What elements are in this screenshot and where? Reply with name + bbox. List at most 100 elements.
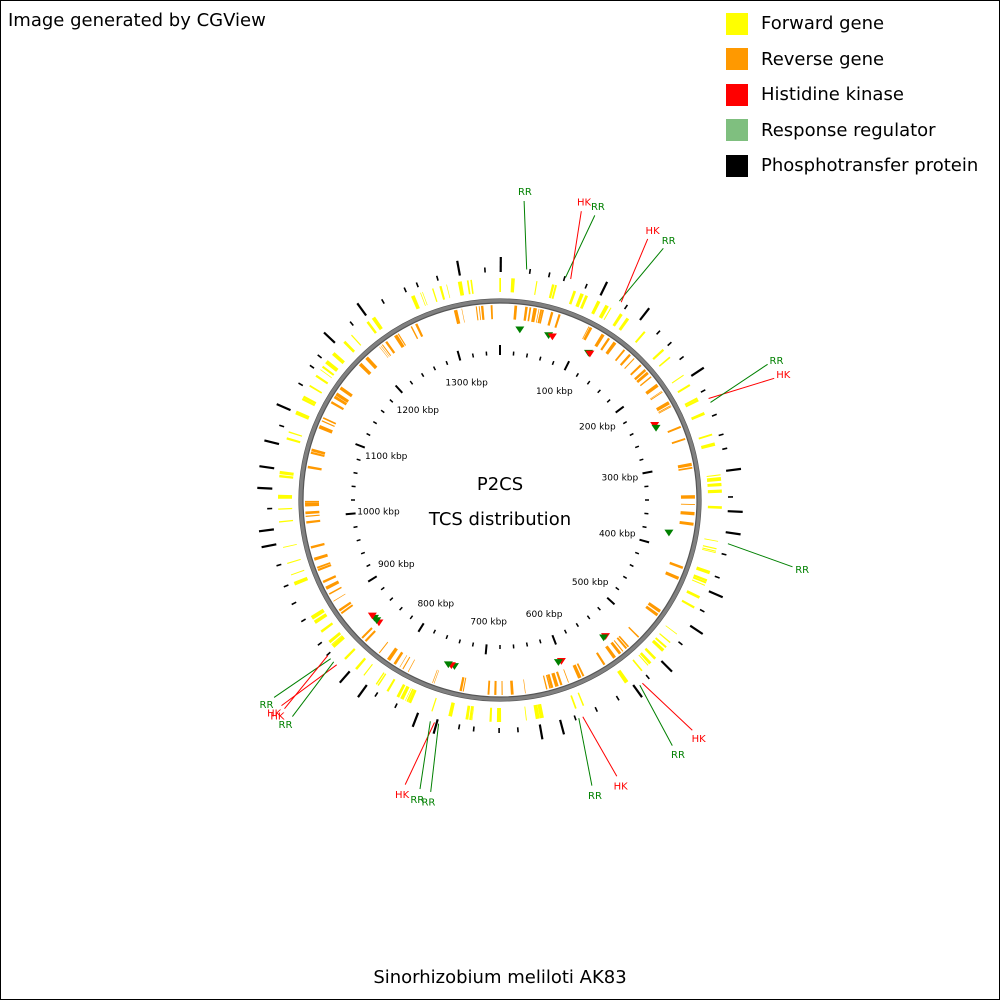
forward-gene [570, 695, 577, 709]
outer-tick [660, 660, 673, 673]
outer-tick [283, 584, 289, 588]
forward-gene [313, 613, 328, 624]
ruler-tick [622, 420, 628, 425]
outer-tick [415, 282, 419, 288]
outer-tick [725, 531, 741, 536]
reverse-gene [630, 364, 642, 376]
ruler-label: 200 kbp [579, 423, 616, 433]
outer-tick [699, 608, 705, 613]
forward-gene [691, 579, 706, 586]
outer-tick [722, 447, 728, 451]
forward-gene [537, 703, 544, 719]
reverse-gene [316, 562, 331, 569]
outer-tick [538, 724, 544, 740]
hk-callout-line [284, 655, 329, 710]
ruler-tick [356, 458, 361, 462]
rr-callout-label: RR [588, 791, 602, 802]
outer-tick [645, 674, 650, 680]
outer-tick [639, 307, 651, 321]
ruler-tick [629, 563, 634, 568]
reverse-gene [537, 309, 543, 324]
reverse-gene [364, 630, 376, 642]
reverse-gene [358, 362, 372, 376]
ruler-tick [445, 360, 449, 366]
reverse-gene [305, 514, 320, 517]
outer-tick [721, 552, 727, 556]
forward-gene [278, 494, 293, 499]
ruler-label: 800 kbp [417, 600, 454, 610]
forward-gene [691, 412, 705, 421]
outer-tick [259, 465, 275, 470]
outer-tick [678, 641, 683, 646]
rr-callout-label: RR [591, 202, 605, 213]
cgview-credit: Image generated by CGView [8, 10, 266, 31]
reverse-gene [494, 680, 497, 695]
outer-tick [374, 691, 379, 698]
reverse-gene [523, 306, 528, 321]
ruler-tick [417, 622, 425, 633]
reverse-gene [381, 344, 392, 356]
forward-gene [466, 280, 471, 295]
forward-gene [684, 397, 698, 406]
ruler-label: 1300 kbp [445, 379, 488, 389]
reverse-gene [318, 425, 333, 434]
organism-name: Sinorhizobium meliloti AK83 [373, 967, 627, 988]
reverse-gene [453, 309, 461, 325]
outer-tick [317, 641, 323, 646]
forward-gene [470, 279, 474, 294]
forward-gene [686, 590, 701, 599]
reverse-gene [600, 337, 610, 351]
hk-callout-label: HK [577, 198, 592, 209]
hk-callout-line [642, 682, 693, 731]
legend-item-reverse-gene: Reverse gene [726, 42, 978, 78]
forward-gene [551, 284, 557, 299]
reverse-gene [613, 640, 624, 652]
reverse-gene [304, 500, 319, 503]
rr-callout-line [292, 661, 335, 717]
forward-gene [696, 566, 711, 575]
ruler-tick [389, 399, 394, 403]
outer-tick [727, 510, 743, 513]
ruler-tick [538, 639, 542, 644]
reverse-gene [501, 681, 503, 696]
hk-callout-label: HK [646, 226, 661, 237]
outer-tick [264, 439, 280, 446]
reverse-gene [325, 580, 340, 590]
forward-gene [510, 278, 515, 293]
reverse-gene [361, 627, 373, 639]
forward-gene [533, 704, 540, 720]
reverse-gene [407, 659, 415, 673]
forward-gene [287, 558, 301, 564]
reverse-gene [639, 376, 652, 387]
ruler-tick [367, 575, 378, 583]
ruler-tick [525, 642, 529, 647]
ruler-tick [471, 353, 475, 358]
reverse-gene [380, 345, 390, 357]
legend-label: Forward gene [761, 13, 885, 35]
ruler-tick [622, 575, 628, 580]
rr-callout-line [273, 658, 331, 698]
reverse-gene [461, 308, 465, 323]
reverse-gene [402, 656, 411, 670]
forward-gene [617, 669, 629, 684]
forward-gene [465, 705, 471, 720]
forward-gene-swatch [726, 12, 748, 35]
forward-gene [448, 702, 455, 717]
reverse-gene [490, 305, 493, 320]
ruler-label: 300 kbp [602, 474, 639, 484]
rr-callout-label: RR [518, 187, 532, 198]
reverse-gene [310, 451, 325, 457]
reverse-gene [545, 674, 551, 689]
ruler-tick [551, 634, 557, 645]
reverse-gene [459, 677, 465, 692]
outer-tick [258, 528, 275, 533]
reverse-gene [624, 358, 635, 369]
reverse-gene [305, 510, 320, 515]
ruler-tick [575, 372, 580, 378]
forward-gene [534, 281, 538, 295]
ruler-tick [586, 615, 591, 620]
reverse-gene [665, 571, 680, 580]
ruler-tick [551, 360, 555, 366]
forward-gene [295, 410, 310, 420]
